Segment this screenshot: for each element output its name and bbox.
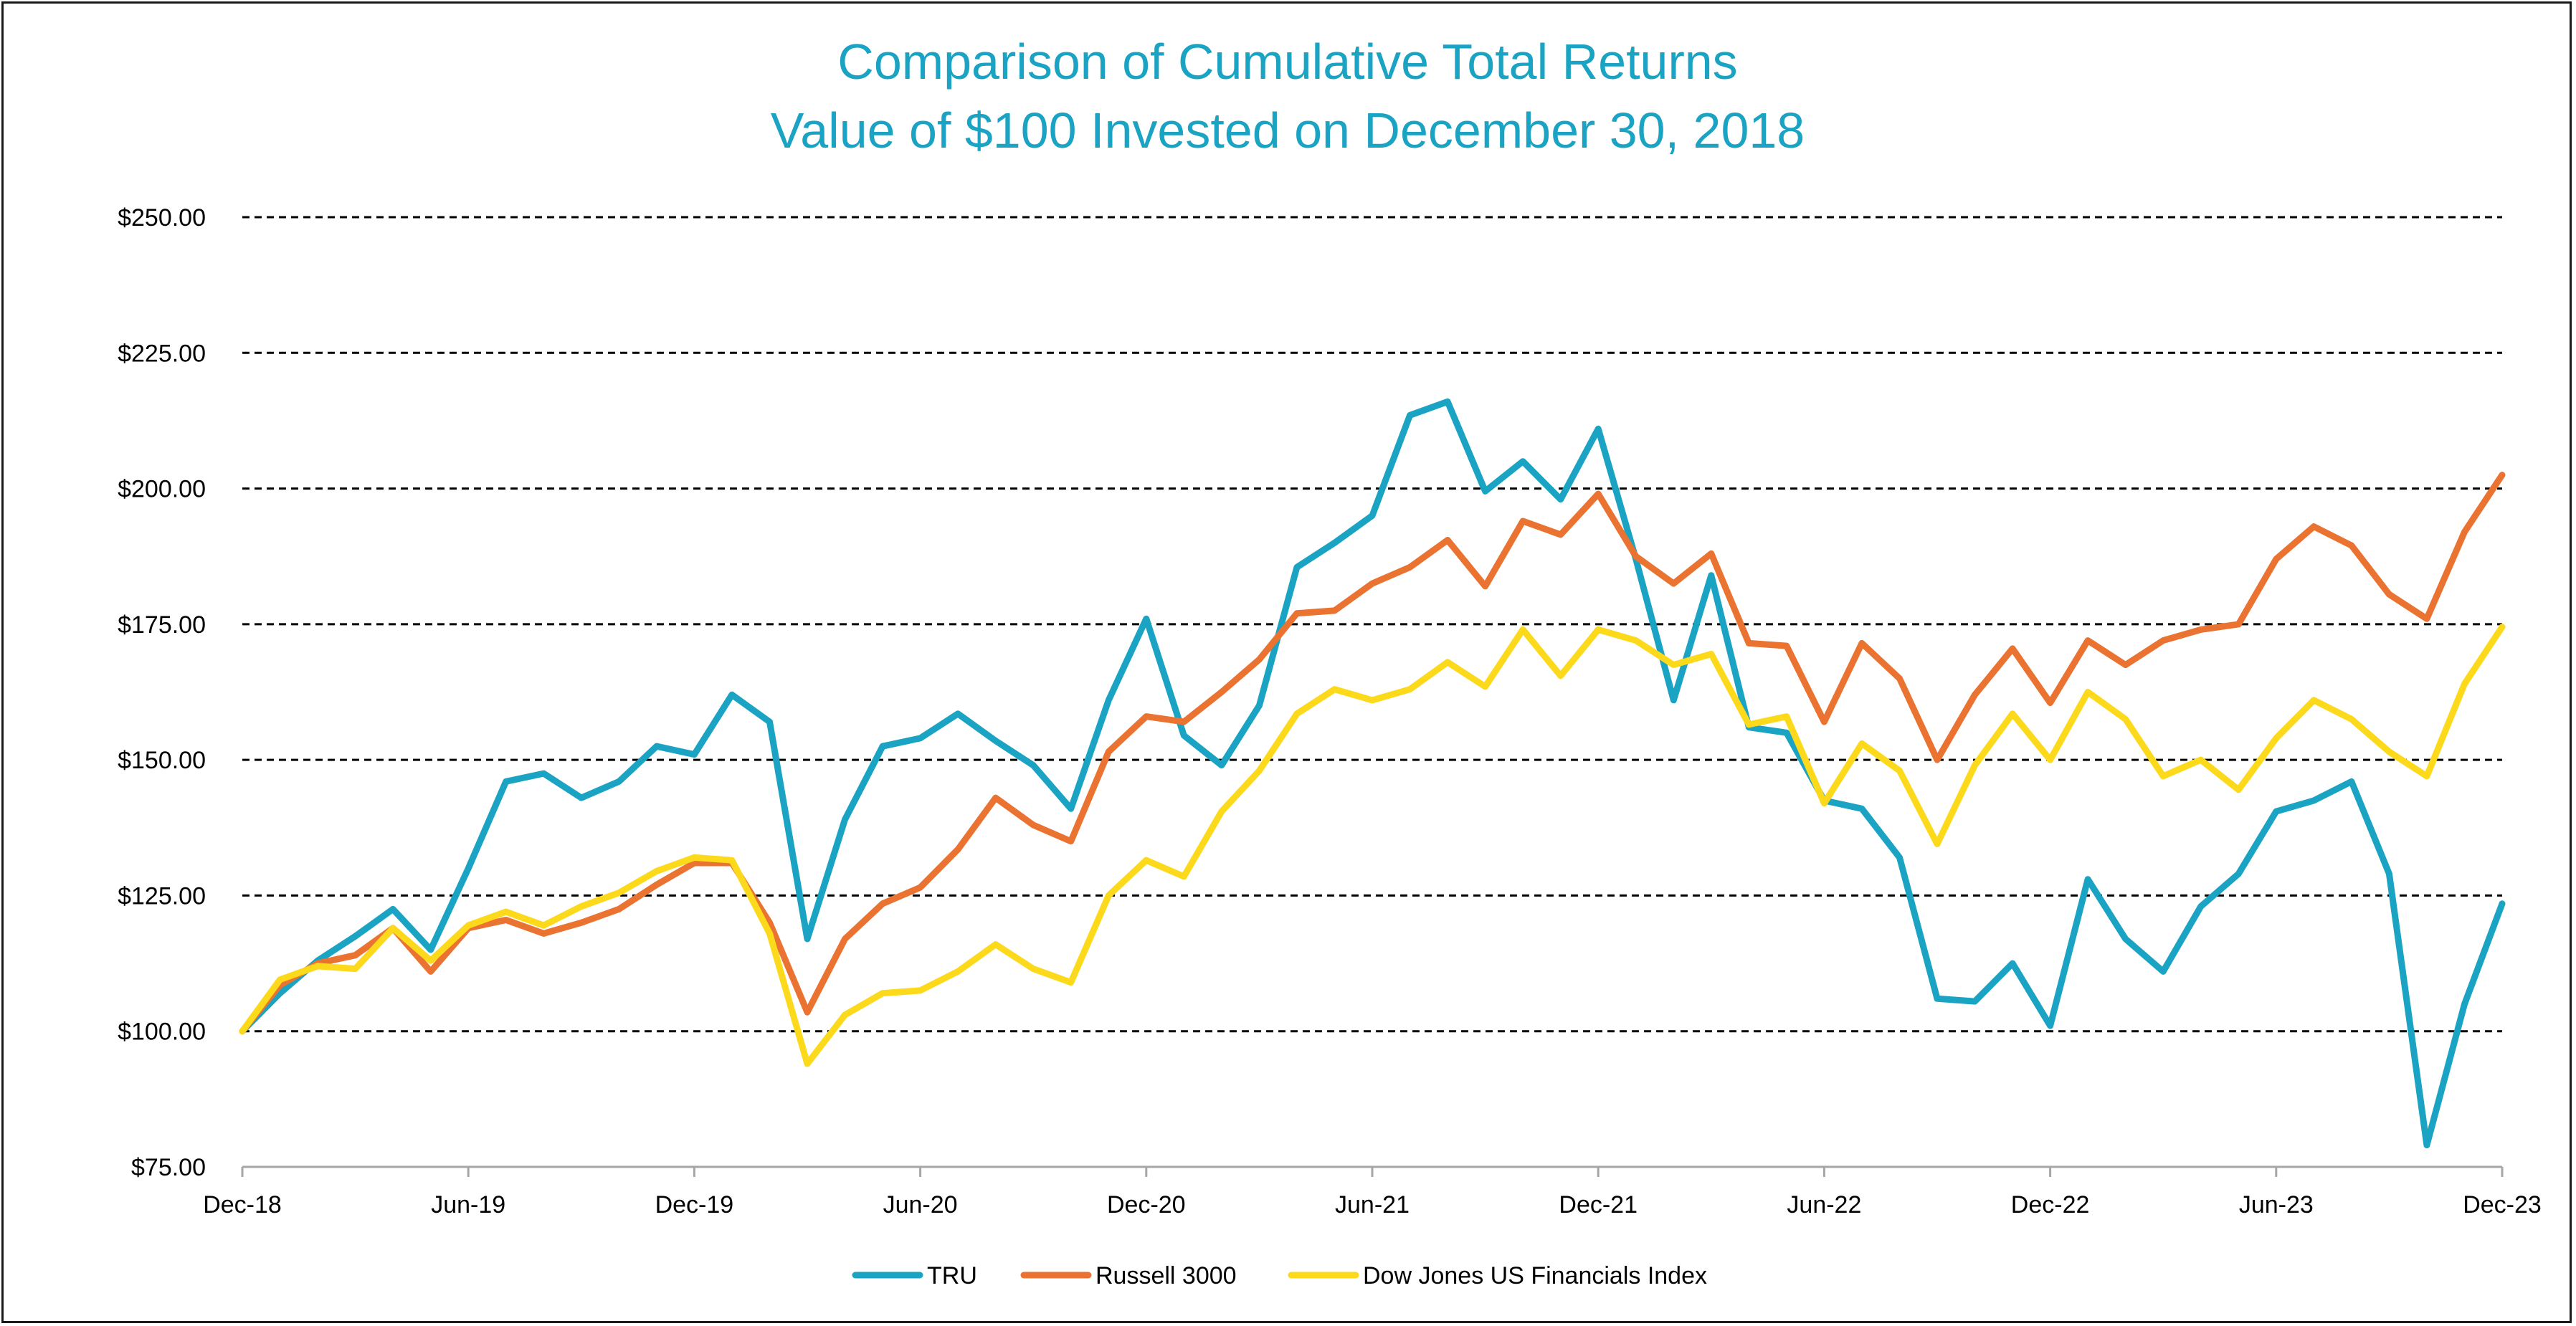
y-tick-label: $100.00: [118, 1019, 206, 1046]
series-line-tru: [239, 398, 2506, 1149]
y-tick-label: $150.00: [118, 747, 206, 774]
x-tick-label: Jun-22: [1787, 1191, 1861, 1218]
series-lines: [239, 398, 2506, 1149]
y-tick-label: $125.00: [118, 882, 206, 910]
chart-title: Comparison of Cumulative Total Returns: [837, 34, 1737, 90]
x-tick-label: Dec-23: [2463, 1191, 2542, 1218]
gridlines: [242, 216, 2502, 1033]
legend-label: Russell 3000: [1095, 1262, 1237, 1289]
x-tick-label: Dec-18: [203, 1191, 282, 1218]
y-axis-ticks: $75.00 $100.00 $125.00 $150.00 $175.00 $200.0…: [118, 204, 206, 1181]
x-tick-label: Dec-19: [655, 1191, 734, 1218]
chart-subtitle: Value of $100 Invested on December 30, 2…: [771, 102, 1805, 158]
x-tick-label: Dec-21: [1559, 1191, 1638, 1218]
legend-label: TRU: [927, 1262, 977, 1289]
x-axis: Dec-18 Jun-19 Dec-19 Jun-20 Dec-20 Jun-21 Dec-…: [203, 1165, 2542, 1218]
y-tick-label: $75.00: [131, 1154, 206, 1181]
x-tick-label: Jun-21: [1335, 1191, 1410, 1218]
y-tick-label: $250.00: [118, 204, 206, 232]
y-tick-label: $225.00: [118, 340, 206, 367]
y-tick-label: $175.00: [118, 611, 206, 639]
legend-label: Dow Jones US Financials Index: [1363, 1262, 1707, 1289]
x-tick-label: Dec-20: [1107, 1191, 1186, 1218]
x-tick-label: Jun-19: [431, 1191, 505, 1218]
series-line-russell-3000: [239, 472, 2506, 1035]
x-tick-label: Jun-20: [883, 1191, 958, 1218]
x-tick-label: Dec-22: [2011, 1191, 2090, 1218]
y-tick-label: $200.00: [118, 476, 206, 503]
series-line-dow-jones-us-financials-index: [239, 624, 2506, 1067]
x-tick-label: Jun-23: [2239, 1191, 2314, 1218]
legend: TRU Russell 3000 Dow Jones US Financials I…: [852, 1262, 1707, 1289]
